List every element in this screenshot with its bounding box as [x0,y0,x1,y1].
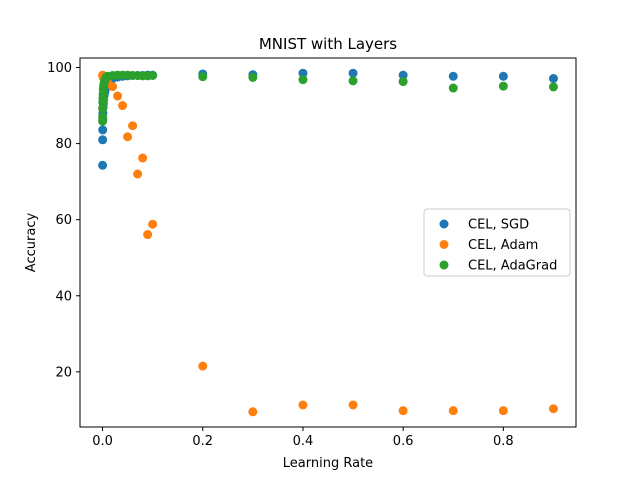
y-axis-label: Accuracy [24,213,39,273]
legend: CEL, SGD CEL, Adam CEL, AdaGrad [423,208,571,277]
data-point [548,404,558,414]
data-point [133,169,143,179]
legend-marker [439,260,449,270]
data-point [98,160,108,170]
data-point [248,407,258,417]
chart-title: MNIST with Layers [259,35,397,53]
data-point [398,77,408,87]
data-point [298,400,308,410]
plot-frame [79,57,577,428]
data-point [498,81,508,91]
data-point [548,74,558,84]
y-tick-label: 100 [47,61,72,76]
x-tick-label: 0.8 [493,434,514,449]
legend-box [423,208,571,277]
data-point [118,101,128,111]
legend-marker [439,240,449,249]
data-point [398,70,408,80]
data-point [448,83,458,93]
data-point [498,406,508,416]
data-point [128,121,138,131]
y-tick-label: 40 [55,289,72,304]
data-point [348,76,358,86]
x-tick-label: 0.4 [293,434,314,449]
data-point [298,68,308,78]
data-point [138,153,148,163]
legend-label: CEL, AdaGrad [468,259,557,274]
legend-marker [439,219,449,229]
y-tick-label: 80 [55,137,72,152]
data-point [248,72,258,82]
data-point [98,112,108,122]
data-point [548,82,558,92]
data-point [348,400,358,410]
data-point [143,230,153,240]
data-point [198,361,208,371]
y-tick-label: 60 [55,213,72,228]
data-point [298,75,308,85]
data-point [148,71,158,80]
x-tick-label: 0.0 [92,434,113,449]
legend-label: CEL, Adam [468,238,538,253]
y-tick-label: 20 [55,365,72,380]
data-point [198,72,208,82]
data-point [498,71,508,81]
y-axis: 20 40 60 80 100 [47,61,80,380]
x-axis: 0.0 0.2 0.4 0.6 0.8 [92,427,514,449]
data-point [123,132,133,142]
data-point [148,219,158,229]
data-point [398,406,408,416]
data-point [448,71,458,81]
data-point [108,82,118,92]
data-points [98,68,558,417]
data-point [98,135,108,145]
data-point [348,68,358,78]
x-axis-label: Learning Rate [283,456,373,471]
legend-label: CEL, SGD [468,218,529,233]
data-point [113,91,123,101]
data-point [98,125,108,135]
x-tick-label: 0.6 [393,434,414,449]
x-tick-label: 0.2 [192,434,213,449]
data-point [448,406,458,416]
